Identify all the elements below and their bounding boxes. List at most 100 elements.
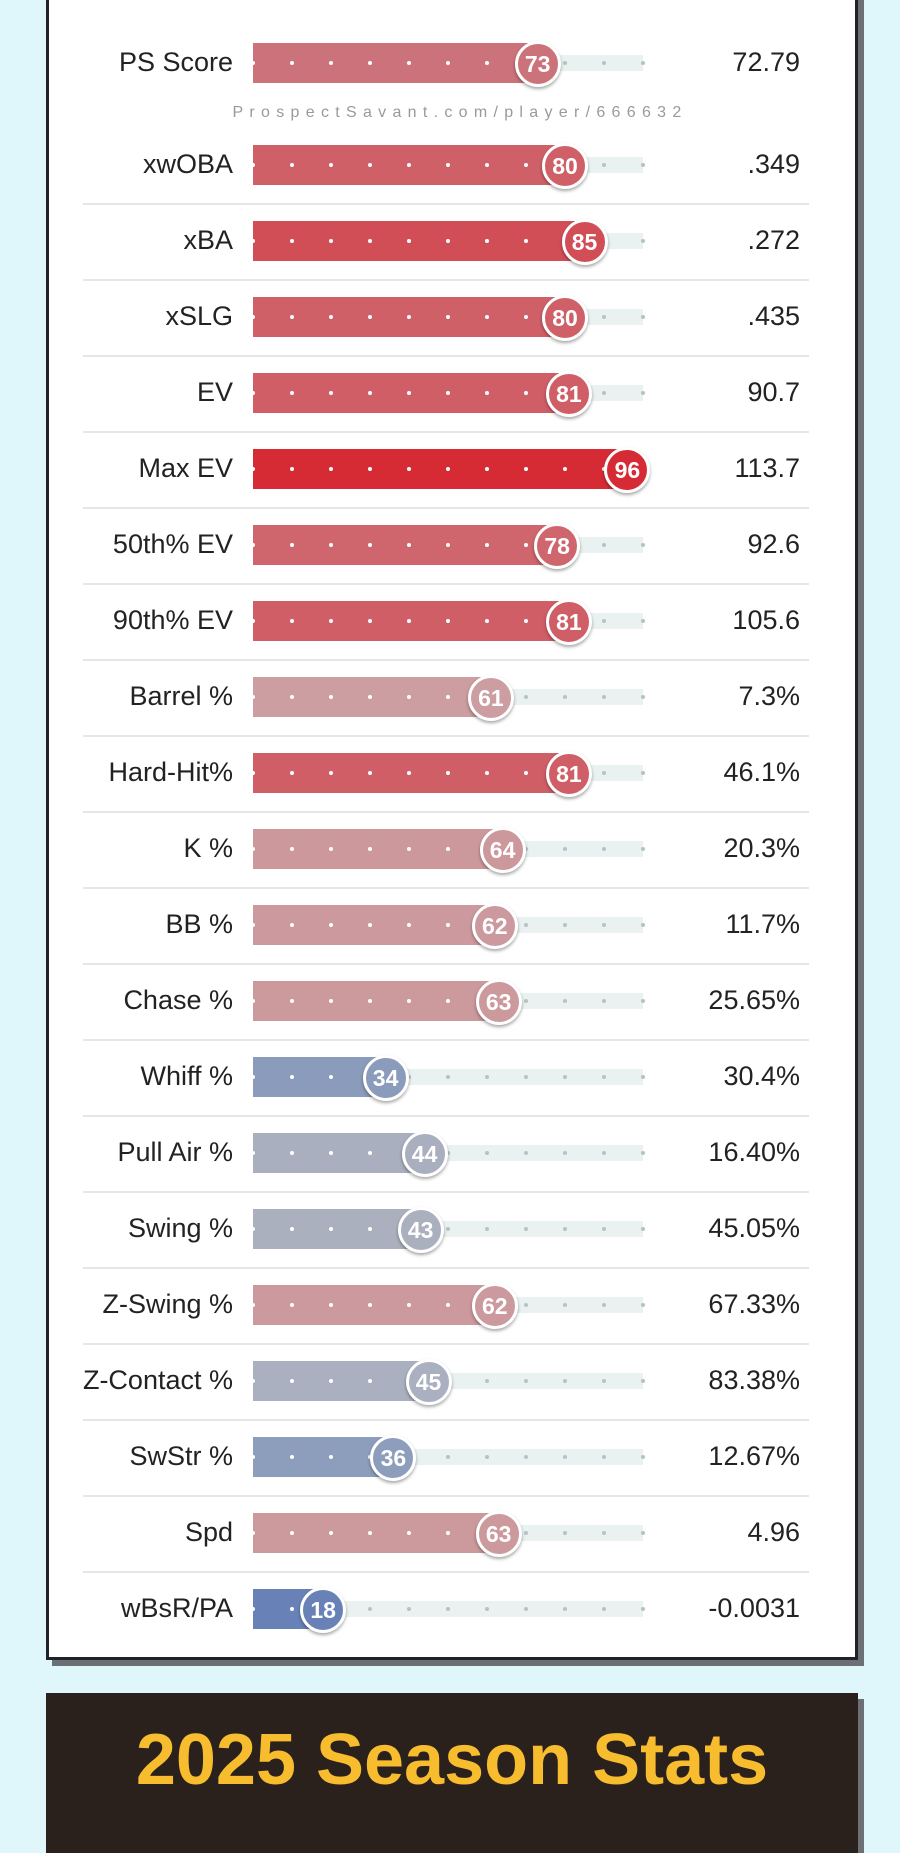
tick-dot xyxy=(524,1303,528,1307)
stat-row: K % 64 20.3% xyxy=(0,824,900,874)
tick-dot xyxy=(329,1531,333,1535)
percentile-fill xyxy=(253,1133,425,1173)
row-divider xyxy=(83,279,809,281)
row-divider xyxy=(83,355,809,357)
tick-dot xyxy=(602,1379,606,1383)
percentile-badge: 34 xyxy=(362,1055,409,1101)
stat-row: Z-Contact % 45 83.38% xyxy=(0,1356,900,1406)
tick-dot xyxy=(446,543,450,547)
tick-dot xyxy=(407,1607,411,1611)
stat-row: 90th% EV 81 105.6 xyxy=(0,596,900,646)
tick-dot xyxy=(446,315,450,319)
tick-dot xyxy=(290,163,294,167)
stat-label: Max EV xyxy=(138,453,233,483)
tick-dot xyxy=(290,1455,294,1459)
tick-dot xyxy=(329,847,333,851)
percentile-fill xyxy=(253,829,503,869)
tick-dot xyxy=(446,163,450,167)
tick-dot xyxy=(407,1075,411,1079)
tick-dot xyxy=(446,619,450,623)
tick-dot xyxy=(563,923,567,927)
stat-row: Swing % 43 45.05% xyxy=(0,1204,900,1254)
stat-value: 92.6 xyxy=(747,529,800,559)
tick-dot xyxy=(524,695,528,699)
tick-dot xyxy=(407,543,411,547)
tick-dot xyxy=(446,771,450,775)
tick-dot xyxy=(485,315,489,319)
stat-value: 90.7 xyxy=(747,377,800,407)
tick-dot xyxy=(641,1607,645,1611)
stat-value: .349 xyxy=(747,149,800,179)
tick-dot xyxy=(485,1075,489,1079)
tick-dot xyxy=(485,1455,489,1459)
percentile-badge: 18 xyxy=(300,1587,347,1633)
tick-dot xyxy=(251,619,255,623)
stat-value: 83.38% xyxy=(708,1365,800,1395)
tick-dot xyxy=(407,1303,411,1307)
tick-dot xyxy=(251,1075,255,1079)
tick-dot xyxy=(485,619,489,623)
tick-dot xyxy=(641,771,645,775)
stat-row: SwStr % 36 12.67% xyxy=(0,1432,900,1482)
stat-row: Spd 63 4.96 xyxy=(0,1508,900,1558)
tick-dot xyxy=(251,1151,255,1155)
tick-dot xyxy=(602,999,606,1003)
percentile-badge: 44 xyxy=(401,1131,448,1177)
stat-row: BB % 62 11.7% xyxy=(0,900,900,950)
stat-value: .272 xyxy=(747,225,800,255)
tick-dot xyxy=(641,391,645,395)
stat-label: PS Score xyxy=(118,47,233,77)
tick-dot xyxy=(329,1455,333,1459)
tick-dot xyxy=(446,1227,450,1231)
stat-value: 11.7% xyxy=(725,909,800,939)
tick-dot xyxy=(368,543,372,547)
stat-row: 50th% EV 78 92.6 xyxy=(0,520,900,570)
tick-dot xyxy=(329,695,333,699)
tick-dot xyxy=(641,163,645,167)
stat-row: Whiff % 34 30.4% xyxy=(0,1052,900,1102)
tick-dot xyxy=(485,1379,489,1383)
tick-dot xyxy=(602,163,606,167)
tick-dot xyxy=(368,923,372,927)
tick-dot xyxy=(641,1379,645,1383)
stat-label: Z-Swing % xyxy=(102,1289,233,1319)
tick-dot xyxy=(524,1227,528,1231)
season-stats-header: 2025 Season Stats xyxy=(46,1693,858,1853)
percentile-fill xyxy=(253,525,558,565)
tick-dot xyxy=(641,1227,645,1231)
tick-dot xyxy=(368,239,372,243)
percentile-badge: 63 xyxy=(475,1511,522,1557)
percentile-fill xyxy=(253,221,585,261)
row-divider xyxy=(83,1039,809,1041)
tick-dot xyxy=(602,61,606,65)
tick-dot xyxy=(290,999,294,1003)
tick-dot xyxy=(368,467,372,471)
stat-value: 25.65% xyxy=(708,985,800,1015)
stat-value: .435 xyxy=(747,301,800,331)
tick-dot xyxy=(407,239,411,243)
tick-dot xyxy=(446,61,450,65)
tick-dot xyxy=(407,923,411,927)
tick-dot xyxy=(251,771,255,775)
tick-dot xyxy=(641,999,645,1003)
tick-dot xyxy=(290,543,294,547)
tick-dot xyxy=(563,847,567,851)
stat-row: Barrel % 61 7.3% xyxy=(0,672,900,722)
tick-dot xyxy=(524,1607,528,1611)
tick-dot xyxy=(641,1075,645,1079)
stat-value: 30.4% xyxy=(723,1061,800,1091)
percentile-badge: 81 xyxy=(545,371,592,417)
tick-dot xyxy=(368,999,372,1003)
tick-dot xyxy=(524,1151,528,1155)
tick-dot xyxy=(563,1531,567,1535)
tick-dot xyxy=(251,923,255,927)
tick-dot xyxy=(602,1227,606,1231)
tick-dot xyxy=(290,1151,294,1155)
row-divider xyxy=(83,1191,809,1193)
row-divider xyxy=(83,1115,809,1117)
tick-dot xyxy=(290,847,294,851)
tick-dot xyxy=(407,315,411,319)
tick-dot xyxy=(368,1531,372,1535)
tick-dot xyxy=(446,695,450,699)
stat-label: wBsR/PA xyxy=(120,1593,233,1623)
